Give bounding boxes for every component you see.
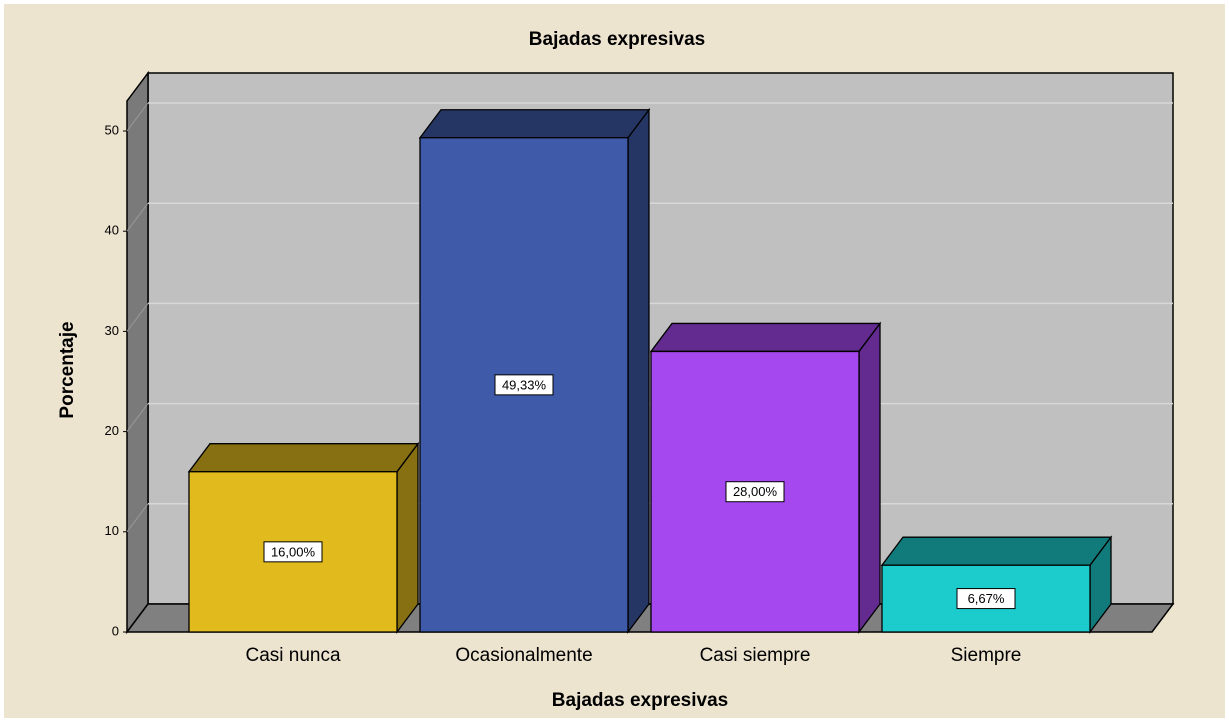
y-tick-label: 40 — [105, 223, 119, 238]
value-label-box — [956, 588, 1016, 610]
bar — [649, 321, 882, 634]
value-label-box — [494, 374, 554, 396]
x-tick-label: Casi siempre — [700, 645, 811, 666]
value-label: 6,67% — [968, 591, 1005, 606]
value-label-box — [263, 541, 323, 563]
x-axis-label: Bajadas expresivas — [552, 690, 728, 711]
grid-line — [126, 102, 149, 132]
bar — [418, 107, 651, 634]
bar — [880, 535, 1113, 634]
grid-line — [126, 403, 149, 432]
bar — [187, 441, 420, 634]
y-tick-label: 0 — [112, 623, 119, 638]
bar-side — [627, 107, 650, 634]
chart-title: Bajadas expresivas — [529, 29, 705, 50]
bar-side — [396, 441, 419, 634]
bar-top — [649, 322, 882, 353]
x-tick-label: Casi nunca — [245, 645, 340, 666]
grid-line — [126, 503, 149, 533]
bar-side — [858, 321, 881, 634]
x-tick-label: Ocasionalmente — [455, 645, 592, 666]
bar-top — [418, 109, 651, 139]
bar-top — [880, 536, 1113, 566]
grid-line — [126, 202, 149, 232]
grid-line — [126, 303, 149, 332]
side-wall — [126, 70, 149, 635]
value-label: 28,00% — [733, 484, 778, 499]
bar-top — [187, 443, 420, 473]
y-tick-label: 50 — [105, 122, 119, 137]
y-tick-label: 20 — [105, 423, 119, 438]
y-axis-label: Porcentaje — [57, 321, 78, 418]
value-label: 16,00% — [271, 544, 316, 559]
y-tick-label: 10 — [105, 523, 119, 538]
value-label-box — [725, 481, 785, 503]
x-tick-label: Siempre — [951, 645, 1022, 666]
y-tick-label: 30 — [105, 323, 119, 338]
value-label: 49,33% — [502, 377, 547, 392]
